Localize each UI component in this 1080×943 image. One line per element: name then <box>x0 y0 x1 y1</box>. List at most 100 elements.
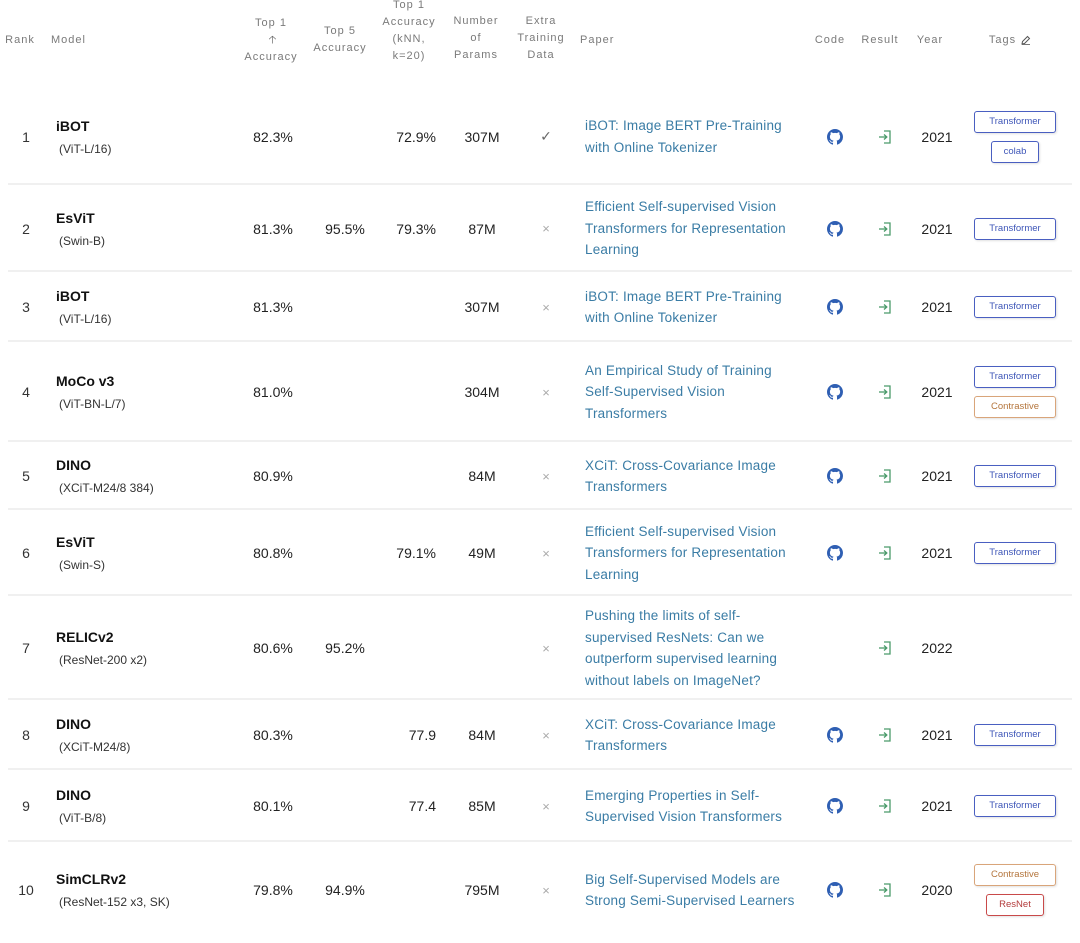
row-divider <box>8 440 1072 442</box>
paper-link[interactable]: Efficient Self-supervised Vision Transfor… <box>585 510 807 596</box>
model-name[interactable]: EsViT <box>56 209 95 226</box>
paper-link[interactable]: XCiT: Cross-Covariance Image Transformers <box>585 700 807 770</box>
paper-title-line[interactable]: without labels on ImageNet? <box>585 672 761 688</box>
paper-title-line[interactable]: supervised ResNets: Can we <box>585 629 765 645</box>
paper-title-line[interactable]: Transformers <box>585 479 668 494</box>
model-name[interactable]: MoCo v3 <box>56 373 115 389</box>
tag-transformer[interactable]: Transformer <box>974 465 1056 487</box>
paper-link[interactable]: XCiT: Cross-Covariance Image Transformers <box>585 442 807 510</box>
result-arrow-icon[interactable] <box>877 299 893 315</box>
paper-title-line[interactable]: Learning <box>585 566 640 582</box>
header-extra-training-data[interactable]: Extra Training Data <box>517 14 565 61</box>
model-name[interactable]: RELICv2 <box>56 629 114 645</box>
top1-accuracy-cell: 79.8% <box>253 882 293 898</box>
paper-title-line[interactable]: Supervised Vision Transformers <box>585 809 783 824</box>
result-arrow-icon[interactable] <box>877 545 893 561</box>
paper-title-line[interactable]: Efficient Self-supervised Vision <box>585 199 777 215</box>
table-row: 10 SimCLRv2 (ResNet-152 x3, SK) 79.8% 94.9% 7… <box>0 842 1080 938</box>
github-icon[interactable] <box>827 299 843 315</box>
paper-title-line[interactable]: Transformers for Representation <box>585 545 786 561</box>
header-top1-accuracy[interactable]: Top 1 🡡 Accuracy <box>244 16 298 63</box>
result-arrow-icon[interactable] <box>877 468 893 484</box>
header-tags[interactable]: Tags <box>980 0 1040 80</box>
tag-transformer[interactable]: Transformer <box>974 217 1056 240</box>
github-icon[interactable] <box>827 128 843 145</box>
header-knn-accuracy[interactable]: Top 1 Accuracy (kNN, k=20) <box>382 0 436 62</box>
tag-transformer[interactable]: Transformer <box>974 542 1056 564</box>
sort-up-arrow-icon[interactable]: 🡡 <box>268 33 278 46</box>
github-icon[interactable] <box>827 545 843 561</box>
paper-title-line[interactable]: with Online Tokenizer <box>585 310 718 325</box>
github-icon[interactable] <box>827 882 843 898</box>
tag-contrastive[interactable]: Contrastive <box>974 864 1056 886</box>
paper-title-line[interactable]: with Online Tokenizer <box>585 139 718 155</box>
header-number-of-params[interactable]: Number of Params <box>453 14 499 61</box>
leaderboard-table: Rank Model Top 1 🡡 Accuracy Top 5 Accuracy … <box>0 0 1080 916</box>
header-code[interactable]: Code <box>814 33 846 46</box>
tag-transformer[interactable]: Transformer <box>974 110 1056 133</box>
paper-title-line[interactable]: XCiT: Cross-Covariance Image <box>585 457 776 473</box>
paper-title-line[interactable]: Efficient Self-supervised Vision <box>585 523 777 539</box>
github-icon[interactable] <box>827 468 843 484</box>
paper-title-line[interactable]: An Empirical Study of Training <box>585 362 772 378</box>
result-arrow-icon[interactable] <box>877 798 893 814</box>
paper-title-line[interactable]: Transformers for Representation <box>585 220 786 236</box>
header-model[interactable]: Model <box>51 33 86 46</box>
result-arrow-icon[interactable] <box>877 384 893 400</box>
model-name[interactable]: DINO <box>56 716 91 732</box>
paper-link[interactable]: An Empirical Study of Training Self-Super… <box>585 342 807 442</box>
paper-title-line[interactable]: XCiT: Cross-Covariance Image <box>585 716 776 732</box>
tag-resnet[interactable]: ResNet <box>986 894 1044 916</box>
tag-contrastive[interactable]: Contrastive <box>974 396 1056 418</box>
tag-colab[interactable]: colab <box>991 140 1039 163</box>
model-name[interactable]: SimCLRv2 <box>56 871 127 887</box>
paper-link[interactable]: Pushing the limits of self-supervised Re… <box>585 596 807 700</box>
result-arrow-icon[interactable] <box>877 129 893 145</box>
rank-cell: 2 <box>22 220 30 237</box>
row-divider <box>8 340 1072 342</box>
paper-title-line[interactable]: Emerging Properties in Self- <box>585 787 760 803</box>
paper-title-line[interactable]: outperform supervised learning <box>585 651 778 666</box>
edit-icon[interactable] <box>1021 35 1031 45</box>
tag-transformer[interactable]: Transformer <box>974 795 1056 817</box>
tag-transformer[interactable]: Transformer <box>974 724 1056 746</box>
paper-title-line[interactable]: Big Self-Supervised Models are <box>585 871 781 887</box>
paper-title-line[interactable]: Learning <box>585 242 640 258</box>
model-name[interactable]: DINO <box>56 457 91 473</box>
paper-title-line[interactable]: Strong Semi-Supervised Learners <box>585 893 795 908</box>
github-icon[interactable] <box>827 727 843 743</box>
result-arrow-icon[interactable] <box>877 221 893 237</box>
model-cell: EsViT (Swin-S) <box>56 510 246 596</box>
paper-title-line[interactable]: Transformers <box>585 405 668 421</box>
paper-link[interactable]: Emerging Properties in Self- Supervised V… <box>585 770 807 842</box>
header-year[interactable]: Year <box>916 33 944 46</box>
paper-title-line[interactable]: Self-Supervised Vision <box>585 384 725 400</box>
header-result[interactable]: Result <box>861 33 899 46</box>
header-paper[interactable]: Paper <box>580 33 615 46</box>
paper-link[interactable]: Big Self-Supervised Models are Strong Sem… <box>585 842 807 938</box>
paper-title-line[interactable]: Transformers <box>585 738 668 753</box>
model-name[interactable]: iBOT <box>56 117 90 134</box>
code-cell <box>818 700 852 770</box>
paper-title-line[interactable]: Pushing the limits of self- <box>585 608 741 623</box>
paper-title-line[interactable]: iBOT: Image BERT Pre-Training <box>585 118 782 133</box>
result-arrow-icon[interactable] <box>877 882 893 898</box>
github-icon[interactable] <box>827 384 843 400</box>
result-arrow-icon[interactable] <box>877 727 893 743</box>
result-cell <box>868 770 902 842</box>
model-name[interactable]: iBOT <box>56 288 90 304</box>
paper-link[interactable]: iBOT: Image BERT Pre-Training with Online… <box>585 88 807 185</box>
tag-transformer[interactable]: Transformer <box>974 296 1056 318</box>
tag-transformer[interactable]: Transformer <box>974 366 1056 388</box>
header-top5-accuracy[interactable]: Top 5 Accuracy <box>313 25 367 54</box>
paper-title-line[interactable]: iBOT: Image BERT Pre-Training <box>585 288 782 304</box>
paper-link[interactable]: Efficient Self-supervised Vision Transfor… <box>585 185 807 272</box>
paper-link[interactable]: iBOT: Image BERT Pre-Training with Online… <box>585 272 807 342</box>
result-arrow-icon[interactable] <box>877 640 893 656</box>
header-rank[interactable]: Rank <box>5 33 35 46</box>
model-name[interactable]: DINO <box>56 787 91 803</box>
github-icon[interactable] <box>827 798 843 814</box>
tags-cell <box>968 596 1062 700</box>
model-name[interactable]: EsViT <box>56 534 95 550</box>
github-icon[interactable] <box>827 220 843 237</box>
